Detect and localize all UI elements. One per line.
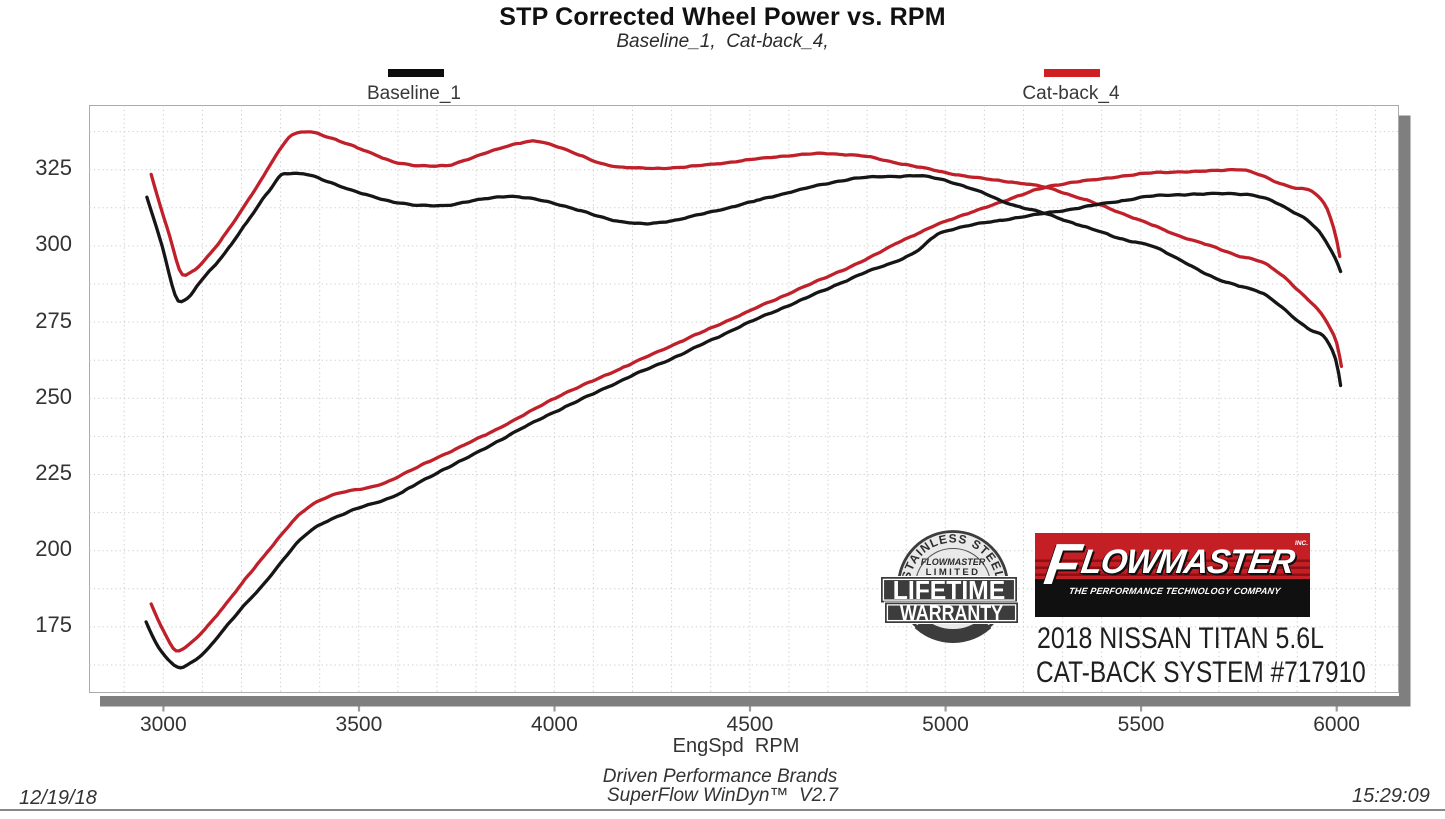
svg-text:LIFETIME: LIFETIME <box>893 576 1005 605</box>
svg-text:WARRANTY: WARRANTY <box>900 602 1003 626</box>
svg-text:LIMITED: LIMITED <box>926 567 981 578</box>
svg-text:FLOWMASTER: FLOWMASTER <box>921 557 986 567</box>
